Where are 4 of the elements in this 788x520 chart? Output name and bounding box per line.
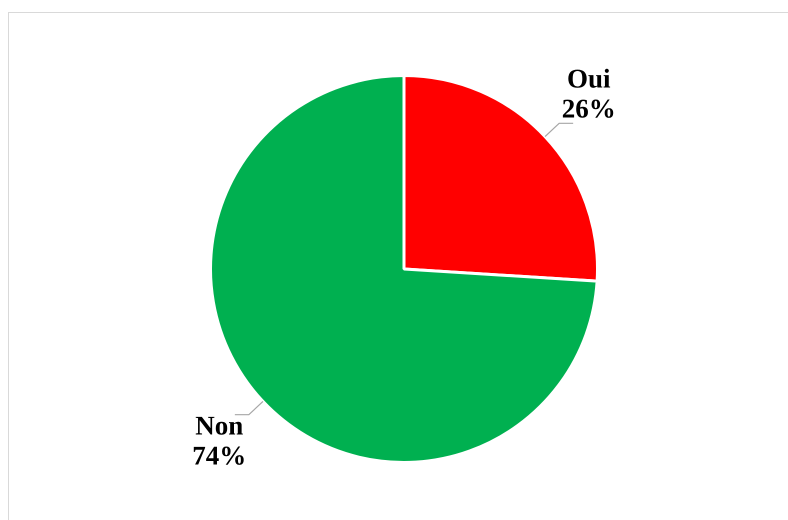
- data-label: 26%: [562, 93, 616, 124]
- slice-label: Non: [195, 410, 244, 440]
- data-label: 74%: [192, 440, 246, 470]
- slice-label: Oui: [567, 63, 612, 94]
